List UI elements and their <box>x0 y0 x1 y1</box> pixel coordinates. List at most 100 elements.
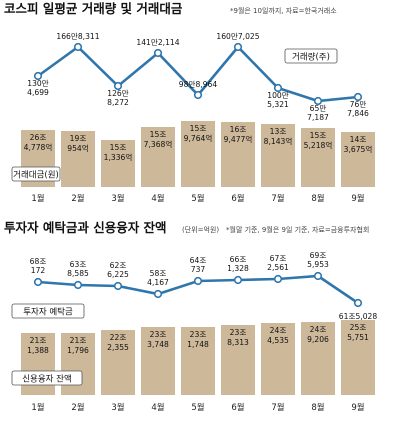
x-tick-label: 2월 <box>71 193 84 204</box>
line-label: 65만 <box>310 104 327 113</box>
line-label: 7,846 <box>347 109 369 118</box>
line-point <box>233 275 243 285</box>
x-tick-label: 8월 <box>311 193 324 204</box>
line-point <box>153 289 163 299</box>
line-point <box>113 81 123 91</box>
bar-label: 1,336억 <box>104 153 133 162</box>
bar-label: 3,675억 <box>344 145 373 154</box>
line-point <box>33 71 43 81</box>
line-point <box>353 92 363 102</box>
bar <box>261 124 295 187</box>
line-label: 8,272 <box>107 98 129 107</box>
bar-label: 5,751 <box>347 333 369 342</box>
bar <box>341 132 375 187</box>
x-tick-label: 7월 <box>271 402 284 413</box>
line-label: 62조 <box>110 261 127 270</box>
line-label: 130만 <box>27 79 48 88</box>
bar-label: 8,313 <box>227 338 249 347</box>
bar-label: 15조 <box>150 130 167 139</box>
bar-label: 15조 <box>310 131 327 140</box>
line-label: 4,699 <box>27 88 49 97</box>
bar-label: 5,218억 <box>304 141 333 150</box>
bar <box>101 330 135 395</box>
bar-label: 1,388 <box>27 346 49 355</box>
bar-label: 1,748 <box>187 340 209 349</box>
legend-line-tag <box>284 48 338 64</box>
x-tick-label: 1월 <box>31 402 44 413</box>
chart2-title: 투자자 예탁금과 신용융자 잔액 <box>4 220 167 235</box>
bar <box>261 323 295 395</box>
bar-label: 24조 <box>310 325 327 334</box>
bar-label: 15조 <box>110 143 127 152</box>
bar-label: 23조 <box>230 328 247 337</box>
line-label: 8,585 <box>67 269 89 278</box>
legend-bar-label: 거래대금(원) <box>13 171 59 181</box>
line-point <box>273 274 283 284</box>
bar-label: 23조 <box>150 330 167 339</box>
line-label: 4,167 <box>147 278 169 287</box>
legend-bar-label: 신용융자 잔액 <box>22 374 72 385</box>
bar-label: 2,355 <box>107 343 129 352</box>
x-tick-label: 4월 <box>151 193 164 204</box>
bar-label: 15조 <box>190 124 207 133</box>
line-point <box>313 96 323 106</box>
bar <box>141 127 175 187</box>
bar-label: 8,143억 <box>264 137 293 146</box>
line-label: 61조5,028 <box>339 312 378 321</box>
bar-label: 21조 <box>70 336 87 345</box>
bar-label: 9,206 <box>307 335 329 344</box>
line-point <box>313 271 323 281</box>
chart2-unit: (단위=억원) <box>182 225 219 234</box>
line-label: 69조 <box>310 251 327 260</box>
line-point <box>153 48 163 58</box>
x-tick-label: 9월 <box>351 193 364 204</box>
bar <box>181 327 215 395</box>
bar-label: 16조 <box>230 125 247 134</box>
x-tick-label: 3월 <box>111 193 124 204</box>
bar <box>301 322 335 395</box>
line-label: 160만7,025 <box>216 32 259 41</box>
line-point <box>233 42 243 52</box>
bar-label: 19조 <box>70 134 87 143</box>
bar-label: 26조 <box>30 133 47 142</box>
bar-label: 21조 <box>30 336 47 345</box>
line-label: 63조 <box>70 260 87 269</box>
x-tick-label: 9월 <box>351 402 364 413</box>
line-label: 68조 <box>30 257 47 266</box>
line-label: 64조 <box>190 256 207 265</box>
legend-bar-tag <box>11 166 61 182</box>
x-tick-label: 5월 <box>191 402 204 413</box>
line-label: 737 <box>191 265 206 274</box>
line-label: 100만 <box>267 91 288 100</box>
bar <box>61 131 95 187</box>
line-label: 98만8,964 <box>179 80 218 89</box>
x-tick-label: 6월 <box>231 193 244 204</box>
line-label: 67조 <box>270 254 287 263</box>
bar <box>341 320 375 395</box>
line-label: 5,321 <box>267 100 289 109</box>
bar <box>221 325 255 395</box>
bar-label: 14조 <box>350 135 367 144</box>
chart2-note: *월말 기준, 9월은 9일 기준, 자료=금융투자협회 <box>226 225 369 234</box>
bar-label: 7,368억 <box>144 140 173 149</box>
bar <box>101 140 135 187</box>
bar-label: 4,535 <box>267 336 289 345</box>
line-point <box>73 42 83 52</box>
line-point <box>33 277 43 287</box>
x-tick-label: 6월 <box>231 402 244 413</box>
line-label: 2,561 <box>267 263 289 272</box>
chart1-note: *9월은 10일까지, 자료=한국거래소 <box>230 6 337 15</box>
line-label: 76만 <box>350 100 367 109</box>
x-tick-label: 2월 <box>71 402 84 413</box>
line-point <box>193 276 203 286</box>
line-point <box>113 281 123 291</box>
x-tick-label: 1월 <box>31 193 44 204</box>
line-label: 166만8,311 <box>56 32 99 41</box>
chart1-title: 코스피 일평균 거래량 및 거래대금 <box>4 1 183 16</box>
x-tick-label: 7월 <box>271 193 284 204</box>
line-label: 6,225 <box>107 270 129 279</box>
line-label: 7,187 <box>307 113 329 122</box>
line-label: 1,328 <box>227 264 249 273</box>
